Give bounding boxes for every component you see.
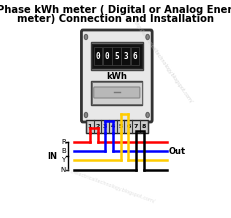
Text: 3: 3 [123,51,128,61]
Text: 3-Phase kWh meter ( Digital or Analog Energy: 3-Phase kWh meter ( Digital or Analog En… [0,5,231,15]
Text: kWh: kWh [106,72,127,80]
FancyBboxPatch shape [81,30,152,122]
Text: 6: 6 [133,51,137,61]
Bar [131,47,139,65]
FancyBboxPatch shape [94,87,140,98]
Text: 0: 0 [105,51,109,61]
Bar [122,47,130,65]
Text: 2: 2 [95,124,100,129]
Text: IN: IN [48,152,58,160]
Text: Y: Y [61,157,65,163]
Text: 0: 0 [96,51,100,61]
Text: 4: 4 [111,124,115,129]
Bar [91,81,143,105]
Bar [103,47,112,65]
Circle shape [146,112,149,118]
Text: 6: 6 [126,124,131,129]
Text: http://electricaltechnology.blogspot.com/: http://electricaltechnology.blogspot.com… [59,165,155,204]
Bar [92,82,142,104]
Text: 1: 1 [88,124,92,129]
Circle shape [84,34,88,39]
Text: R: R [61,139,66,145]
Bar [92,44,142,68]
Bar [91,42,143,70]
Text: 5: 5 [119,124,123,129]
Text: Out: Out [169,146,186,155]
Bar [86,120,148,133]
Text: B: B [61,148,66,154]
Text: N: N [61,167,66,173]
Text: meter) Connection and Installation: meter) Connection and Installation [17,14,214,24]
Circle shape [84,112,88,118]
Text: 3: 3 [103,124,107,129]
Bar [112,47,121,65]
Text: 8: 8 [142,124,146,129]
Text: http://electricaltechnology.blogspot.com/: http://electricaltechnology.blogspot.com… [132,19,193,105]
Text: 5: 5 [114,51,119,61]
Circle shape [146,34,149,39]
Bar [94,47,102,65]
Text: 7: 7 [134,124,138,129]
